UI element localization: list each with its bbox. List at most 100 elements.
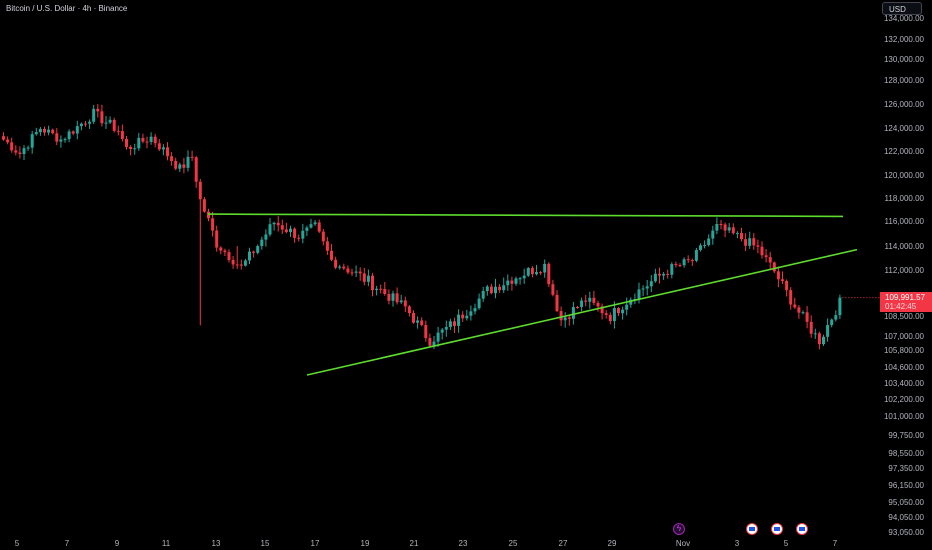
candle-body bbox=[617, 308, 620, 314]
last-price-tag: 109,991.57 01:42:45 bbox=[880, 292, 932, 312]
candle-body bbox=[284, 229, 288, 233]
candle-body bbox=[223, 250, 227, 253]
y-tick-label: 94,050.00 bbox=[888, 513, 924, 522]
flash-event-icon[interactable]: ϟ bbox=[673, 523, 685, 535]
candle-body bbox=[71, 131, 75, 134]
y-tick-label: 101,000.00 bbox=[884, 412, 925, 421]
candle-body bbox=[416, 320, 420, 323]
resistance-trendline bbox=[207, 213, 844, 218]
candle-body bbox=[444, 326, 448, 330]
candle-body bbox=[141, 137, 145, 142]
currency-button[interactable]: USD bbox=[882, 2, 922, 15]
candle-body bbox=[272, 222, 276, 225]
candle-body bbox=[805, 312, 809, 322]
candle-body bbox=[678, 265, 682, 267]
candle-body bbox=[157, 143, 161, 150]
candle-body bbox=[63, 139, 67, 141]
candle-body bbox=[330, 250, 333, 260]
y-tick-label: 132,000.00 bbox=[884, 35, 925, 44]
symbol-title[interactable]: Bitcoin / U.S. Dollar · 4h · Binance bbox=[6, 4, 128, 13]
y-tick-label: 122,000.00 bbox=[884, 147, 925, 156]
candle-body bbox=[694, 249, 698, 261]
candle-body bbox=[711, 230, 715, 239]
candle-body bbox=[653, 273, 657, 282]
candle-body bbox=[715, 224, 719, 231]
x-tick-label: 7 bbox=[833, 539, 838, 548]
candle-body bbox=[473, 308, 477, 312]
candle-body bbox=[756, 245, 760, 247]
candle-body bbox=[125, 138, 128, 147]
candle-body bbox=[321, 231, 325, 242]
candle-body bbox=[297, 237, 301, 239]
candle-body bbox=[18, 152, 22, 155]
candle-body bbox=[592, 297, 596, 303]
candle-body bbox=[280, 225, 284, 230]
candle-body bbox=[489, 286, 493, 294]
candle-body bbox=[641, 288, 645, 290]
y-tick-label: 98,550.00 bbox=[888, 449, 924, 458]
candle-body bbox=[174, 161, 178, 169]
candle-body bbox=[215, 230, 219, 248]
x-tick-label: 13 bbox=[212, 539, 221, 548]
candle-body bbox=[781, 279, 784, 281]
x-tick-label: Nov bbox=[676, 539, 690, 548]
candle-body bbox=[112, 119, 116, 131]
y-tick-label: 96,150.00 bbox=[888, 481, 924, 490]
us-flag-event-icon[interactable] bbox=[771, 523, 783, 535]
candle-body bbox=[30, 134, 34, 148]
candle-body bbox=[649, 281, 653, 287]
candle-body bbox=[194, 157, 198, 182]
candle-body bbox=[813, 333, 817, 335]
candle-body bbox=[10, 142, 14, 151]
candle-body bbox=[248, 251, 251, 261]
x-tick-label: 23 bbox=[459, 539, 468, 548]
candle-body bbox=[51, 129, 55, 134]
candle-body bbox=[346, 268, 350, 273]
x-tick-label: 9 bbox=[115, 539, 120, 548]
candle-body bbox=[485, 286, 489, 292]
candle-body bbox=[153, 136, 157, 144]
y-tick-label: 128,000.00 bbox=[884, 76, 925, 85]
y-tick-label: 116,000.00 bbox=[885, 217, 925, 226]
candle-body bbox=[670, 264, 674, 275]
y-tick-label: 103,400.00 bbox=[884, 379, 925, 388]
candle-body bbox=[510, 280, 514, 284]
candle-body bbox=[55, 133, 59, 142]
candle-body bbox=[317, 222, 321, 232]
candle-body bbox=[403, 300, 407, 307]
candle-body bbox=[243, 260, 247, 266]
candle-body bbox=[834, 315, 838, 320]
y-tick-label: 112,000.00 bbox=[885, 266, 925, 275]
us-flag-event-icon[interactable] bbox=[746, 523, 758, 535]
candle-body bbox=[412, 313, 415, 323]
candle-body bbox=[22, 148, 26, 155]
candle-body bbox=[448, 321, 452, 327]
candle-body bbox=[207, 211, 210, 219]
candle-body bbox=[289, 228, 292, 233]
candle-body bbox=[371, 275, 374, 291]
candle-body bbox=[432, 341, 436, 346]
y-tick-label: 97,350.00 bbox=[888, 464, 924, 473]
candle-body bbox=[494, 286, 497, 294]
x-tick-label: 3 bbox=[735, 539, 740, 548]
candle-body bbox=[580, 300, 584, 308]
candle-body bbox=[133, 148, 137, 150]
candle-body bbox=[719, 224, 723, 226]
candle-body bbox=[461, 314, 465, 319]
candle-body bbox=[170, 156, 174, 162]
y-tick-label: 107,000.00 bbox=[884, 332, 925, 341]
y-tick-label: 95,050.00 bbox=[888, 498, 924, 507]
candle-body bbox=[342, 266, 346, 269]
candle-body bbox=[129, 146, 133, 150]
x-tick-label: 19 bbox=[361, 539, 370, 548]
candle-body bbox=[764, 255, 768, 258]
candle-body bbox=[79, 123, 83, 127]
candle-body bbox=[436, 332, 440, 342]
candle-body bbox=[453, 321, 456, 326]
x-tick-label: 25 bbox=[509, 539, 518, 548]
x-tick-label: 17 bbox=[311, 539, 320, 548]
x-tick-label: 5 bbox=[15, 539, 20, 548]
candle-body bbox=[658, 273, 661, 276]
us-flag-event-icon[interactable] bbox=[796, 523, 808, 535]
